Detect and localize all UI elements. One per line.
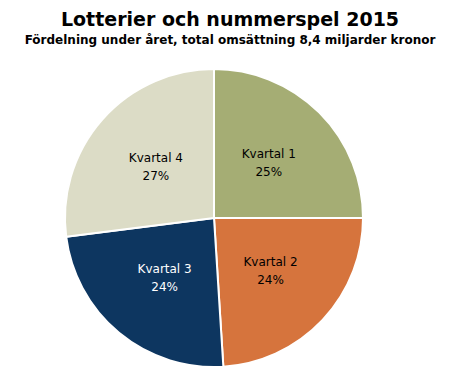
svg-text:27%: 27% bbox=[143, 169, 170, 183]
svg-text:Kvartal 1: Kvartal 1 bbox=[242, 147, 296, 161]
svg-text:Kvartal 3: Kvartal 3 bbox=[138, 262, 192, 276]
svg-text:25%: 25% bbox=[255, 165, 282, 179]
svg-text:24%: 24% bbox=[257, 273, 284, 287]
svg-text:Lotterier och nummerspel 2015: Lotterier och nummerspel 2015 bbox=[61, 8, 399, 30]
svg-text:Fördelning under året, total o: Fördelning under året, total omsättning … bbox=[25, 33, 436, 47]
svg-text:Kvartal 2: Kvartal 2 bbox=[243, 255, 297, 269]
svg-text:24%: 24% bbox=[151, 280, 178, 294]
svg-text:Kvartal 4: Kvartal 4 bbox=[129, 151, 183, 165]
